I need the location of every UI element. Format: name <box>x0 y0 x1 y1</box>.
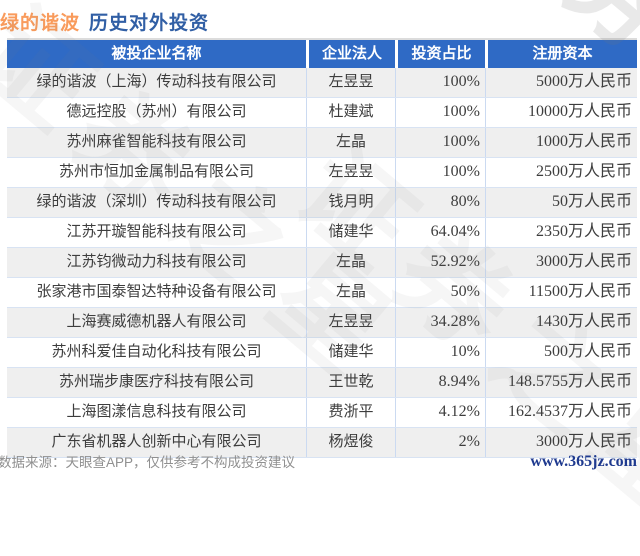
footer: 数据来源：天眼查APP，仅供参考不构成投资建议 www.365jz.com <box>0 451 640 471</box>
invest-ratio-cell: 100% <box>395 98 485 127</box>
table-row: 江苏开璇智能科技有限公司 储建华 64.04% 2350万人民币 <box>7 218 637 248</box>
invest-ratio-cell: 2% <box>395 428 485 457</box>
table-row: 德远控股（苏州）有限公司 杜建斌 100% 10000万人民币 <box>7 98 637 128</box>
invest-ratio-cell: 8.94% <box>395 368 485 397</box>
company-name-cell: 江苏钧微动力科技有限公司 <box>66 253 247 270</box>
table-row: 苏州科爱佳自动化科技有限公司 储建华 10% 500万人民币 <box>7 338 637 368</box>
table-row: 上海图漾信息科技有限公司 费浙平 4.12% 162.4537万人民币 <box>7 398 637 428</box>
invest-ratio-cell: 4.12% <box>395 398 485 427</box>
registered-capital-cell: 2350万人民币 <box>485 218 637 247</box>
data-source-note: 数据来源：天眼查APP，仅供参考不构成投资建议 <box>0 455 296 470</box>
company-name-cell: 张家港市国泰智达特种设备有限公司 <box>36 283 277 300</box>
legal-person-cell: 左昱昱 <box>306 68 395 97</box>
table-row: 苏州市恒加金属制品有限公司 左昱昱 100% 2500万人民币 <box>7 158 637 188</box>
company-name-cell: 苏州市恒加金属制品有限公司 <box>58 163 254 180</box>
invest-ratio-cell: 64.04% <box>395 218 485 247</box>
page: { "title": { "stock_name": "绿的谐波", "suff… <box>0 0 640 471</box>
invest-ratio-cell: 100% <box>395 158 485 187</box>
registered-capital-cell: 3000万人民币 <box>485 248 637 277</box>
table-row: 广东省机器人创新中心有限公司 杨煜俊 2% 3000万人民币 <box>7 428 637 458</box>
legal-person-cell: 钱月明 <box>306 188 395 217</box>
invest-ratio-cell: 52.92% <box>395 248 485 277</box>
registered-capital-cell: 3000万人民币 <box>485 428 637 457</box>
company-name-cell: 苏州瑞步康医疗科技有限公司 <box>58 373 254 390</box>
header-invest-ratio: 投资占比 <box>395 40 485 68</box>
company-name-cell: 绿的谐波（上海）传动科技有限公司 <box>36 73 277 90</box>
site-link[interactable]: www.365jz.com <box>530 453 637 470</box>
legal-person-cell: 储建华 <box>306 218 395 247</box>
company-name-cell: 绿的谐波（深圳）传动科技有限公司 <box>36 193 277 210</box>
page-title: 绿的谐波 历史对外投资 <box>0 8 209 35</box>
company-name-cell: 江苏开璇智能科技有限公司 <box>66 223 247 240</box>
header-company-name: 被投企业名称 <box>7 40 306 68</box>
table-row: 绿的谐波（上海）传动科技有限公司 左昱昱 100% 5000万人民币 <box>7 68 637 98</box>
registered-capital-cell: 500万人民币 <box>485 338 637 367</box>
table-row: 张家港市国泰智达特种设备有限公司 左晶 50% 11500万人民币 <box>7 278 637 308</box>
legal-person-cell: 王世乾 <box>306 368 395 397</box>
invest-ratio-cell: 34.28% <box>395 308 485 337</box>
legal-person-cell: 左昱昱 <box>306 308 395 337</box>
company-name-cell: 苏州科爱佳自动化科技有限公司 <box>51 343 262 360</box>
legal-person-cell: 杨煜俊 <box>306 428 395 457</box>
stock-name: 绿的谐波 <box>0 13 81 34</box>
legal-person-cell: 左昱昱 <box>306 158 395 187</box>
table-header-row: 被投企业名称 企业法人 投资占比 注册资本 <box>7 40 637 68</box>
registered-capital-cell: 148.5755万人民币 <box>485 368 637 397</box>
header-legal-person: 企业法人 <box>306 40 395 68</box>
legal-person-cell: 杜建斌 <box>306 98 395 127</box>
registered-capital-cell: 11500万人民币 <box>485 278 637 307</box>
invest-ratio-cell: 100% <box>395 68 485 97</box>
legal-person-cell: 左晶 <box>306 128 395 157</box>
legal-person-cell: 储建华 <box>306 338 395 367</box>
invest-ratio-cell: 100% <box>395 128 485 157</box>
table-row: 苏州瑞步康医疗科技有限公司 王世乾 8.94% 148.5755万人民币 <box>7 368 637 398</box>
invest-ratio-cell: 80% <box>395 188 485 217</box>
registered-capital-cell: 1000万人民币 <box>485 128 637 157</box>
legal-person-cell: 左晶 <box>306 248 395 277</box>
registered-capital-cell: 162.4537万人民币 <box>485 398 637 427</box>
registered-capital-cell: 50万人民币 <box>485 188 637 217</box>
investment-table: 被投企业名称 企业法人 投资占比 注册资本 绿的谐波（上海）传动科技有限公司左昱… <box>7 38 637 458</box>
registered-capital-cell: 5000万人民币 <box>485 68 637 97</box>
title-suffix: 历史对外投资 <box>89 13 210 34</box>
company-name-cell: 苏州麻雀智能科技有限公司 <box>66 133 247 150</box>
invest-ratio-cell: 50% <box>395 278 485 307</box>
table-row: 苏州麻雀智能科技有限公司 左晶 100% 1000万人民币 <box>7 128 637 158</box>
legal-person-cell: 费浙平 <box>306 398 395 427</box>
table-row: 绿的谐波（深圳）传动科技有限公司 钱月明 80% 50万人民币 <box>7 188 637 218</box>
table-row: 江苏钧微动力科技有限公司 左晶 52.92% 3000万人民币 <box>7 248 637 278</box>
company-name-cell: 上海图漾信息科技有限公司 <box>66 403 247 420</box>
legal-person-cell: 左晶 <box>306 278 395 307</box>
company-name-cell: 上海赛威德机器人有限公司 <box>66 313 247 330</box>
header-registered-capital: 注册资本 <box>485 40 637 68</box>
company-name-cell: 德远控股（苏州）有限公司 <box>66 103 247 120</box>
registered-capital-cell: 2500万人民币 <box>485 158 637 187</box>
company-name-cell: 广东省机器人创新中心有限公司 <box>51 433 262 450</box>
registered-capital-cell: 1430万人民币 <box>485 308 637 337</box>
registered-capital-cell: 10000万人民币 <box>485 98 637 127</box>
table-row: 上海赛威德机器人有限公司 左昱昱 34.28% 1430万人民币 <box>7 308 637 338</box>
invest-ratio-cell: 10% <box>395 338 485 367</box>
table-body: 绿的谐波（上海）传动科技有限公司 左昱昱 100% 5000万人民币 德远控股（苏州）有… <box>7 68 637 458</box>
